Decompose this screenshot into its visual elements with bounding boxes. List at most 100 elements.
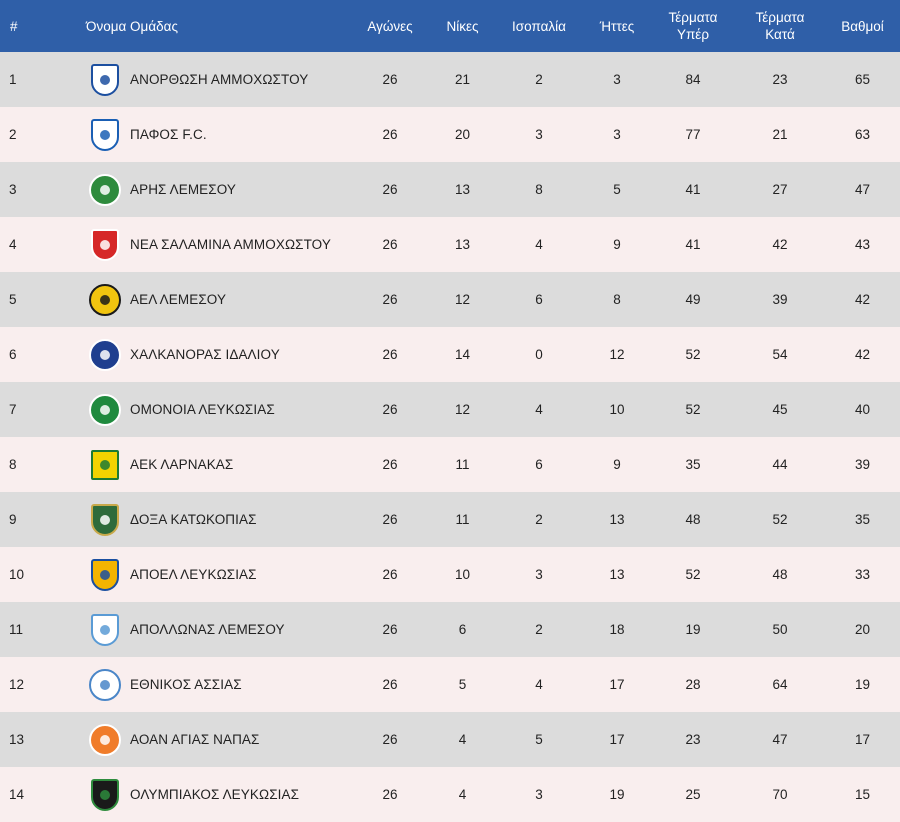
cell-points: 15 [854,787,871,802]
table-row[interactable]: 10 ΑΠΟΕΛ ΛΕΥΚΩΣΙΑΣ 26 10 3 13 52 48 33 [0,547,900,602]
apoel-crest-icon [91,558,119,591]
crest-emblem-icon [100,239,110,250]
table-row[interactable]: 2 ΠΑΦΟΣ F.C. 26 20 3 3 77 21 63 [0,107,900,162]
team-name[interactable]: ΔΟΞΑ ΚΑΤΩΚΟΠΙΑΣ [130,512,257,527]
table-row[interactable]: 9 ΔΟΞΑ ΚΑΤΩΚΟΠΙΑΣ 26 11 2 13 48 52 35 [0,492,900,547]
aris-crest-icon [89,173,121,206]
cell-played: 26 [382,347,398,362]
header-played[interactable]: Αγώνες [367,18,413,34]
team-name[interactable]: ΑΝΟΡΘΩΣΗ ΑΜΜΟΧΩΣΤΟΥ [130,72,309,87]
cell-draws: 5 [535,732,543,747]
cell-wins: 13 [454,237,471,252]
cell-losses: 10 [609,402,625,417]
team-cell[interactable]: ΟΛΥΜΠΙΑΚΟΣ ΛΕΥΚΩΣΙΑΣ [40,767,350,822]
cell-played: 26 [382,402,398,417]
table-row[interactable]: 13 ΑΟΑΝ ΑΓΙΑΣ ΝΑΠΑΣ 26 4 5 17 23 47 17 [0,712,900,767]
team-cell[interactable]: ΕΘΝΙΚΟΣ ΑΣΣΙΑΣ [40,657,350,712]
cell-draws: 4 [535,402,543,417]
crest-emblem-icon [100,789,110,800]
table-row[interactable]: 1 ΑΝΟΡΘΩΣΗ ΑΜΜΟΧΩΣΤΟΥ 26 21 2 3 84 23 65 [0,52,900,107]
team-name[interactable]: ΑΕΛ ΛΕΜΕΣΟΥ [130,292,227,307]
cell-position: 14 [9,787,25,802]
team-logo-wrap [86,776,124,814]
table-row[interactable]: 7 ΟΜΟΝΟΙΑ ΛΕΥΚΩΣΙΑΣ 26 12 4 10 52 45 40 [0,382,900,437]
header-position[interactable]: # [10,18,18,34]
team-name[interactable]: ΟΛΥΜΠΙΑΚΟΣ ΛΕΥΚΩΣΙΑΣ [130,787,300,802]
cell-goals-for: 52 [685,402,701,417]
table-row[interactable]: 11 ΑΠΟΛΛΩΝΑΣ ΛΕΜΕΣΟΥ 26 6 2 18 19 50 20 [0,602,900,657]
cell-goals-against: 39 [772,292,788,307]
crest-emblem-icon [100,679,110,690]
team-cell[interactable]: ΟΜΟΝΟΙΑ ΛΕΥΚΩΣΙΑΣ [40,382,350,437]
table-row[interactable]: 5 ΑΕΛ ΛΕΜΕΣΟΥ 26 12 6 8 49 39 42 [0,272,900,327]
ael-crest-icon [89,283,121,316]
header-team-name[interactable]: Όνομα Ομάδας [86,18,178,34]
header-wins[interactable]: Νίκες [446,18,479,34]
team-cell[interactable]: ΑΕΛ ΛΕΜΕΣΟΥ [40,272,350,327]
team-name[interactable]: ΑΡΗΣ ΛΕΜΕΣΟΥ [130,182,236,197]
table-row[interactable]: 6 ΧΑΛΚΑΝΟΡΑΣ ΙΔΑΛΙΟΥ 26 14 0 12 52 54 42 [0,327,900,382]
header-losses[interactable]: Ήττες [599,18,635,34]
cell-losses: 3 [613,127,621,142]
cell-team: ΕΘΝΙΚΟΣ ΑΣΣΙΑΣ [40,657,350,712]
table-row[interactable]: 4 ΝΕΑ ΣΑΛΑΜΙΝΑ ΑΜΜΟΧΩΣΤΟΥ 26 13 4 9 41 42 43 [0,217,900,272]
table-row[interactable]: 12 ΕΘΝΙΚΟΣ ΑΣΣΙΑΣ 26 5 4 17 28 64 19 [0,657,900,712]
header-draws[interactable]: Ισοπαλία [512,18,566,34]
nea-salamina-crest-icon [91,228,119,261]
cell-goals-for: 52 [685,567,701,582]
cell-points: 35 [854,512,871,527]
team-name[interactable]: ΑΕΚ ΛΑΡΝΑΚΑΣ [130,457,234,472]
table-row[interactable]: 14 ΟΛΥΜΠΙΑΚΟΣ ΛΕΥΚΩΣΙΑΣ 26 4 3 19 25 70 15 [0,767,900,822]
cell-team: ΑΠΟΕΛ ΛΕΥΚΩΣΙΑΣ [40,547,350,602]
cell-position: 2 [9,127,17,142]
cell-points: 20 [854,622,871,637]
team-logo-wrap [86,721,124,759]
table-row[interactable]: 3 ΑΡΗΣ ΛΕΜΕΣΟΥ 26 13 8 5 41 27 47 [0,162,900,217]
team-cell[interactable]: ΧΑΛΚΑΝΟΡΑΣ ΙΔΑΛΙΟΥ [40,327,350,382]
team-cell[interactable]: ΠΑΦΟΣ F.C. [40,107,350,162]
team-cell[interactable]: ΑΠΟΛΛΩΝΑΣ ΛΕΜΕΣΟΥ [40,602,350,657]
team-cell[interactable]: ΑΠΟΕΛ ΛΕΥΚΩΣΙΑΣ [40,547,350,602]
ethnikos-achnas-crest-icon [89,668,121,701]
cell-goals-against: 47 [772,732,788,747]
cell-goals-against: 44 [772,457,788,472]
cell-losses: 9 [613,457,621,472]
team-name[interactable]: ΑΠΟΕΛ ΛΕΥΚΩΣΙΑΣ [130,567,257,582]
team-name[interactable]: ΧΑΛΚΑΝΟΡΑΣ ΙΔΑΛΙΟΥ [130,347,280,362]
team-cell[interactable]: ΑΟΑΝ ΑΓΙΑΣ ΝΑΠΑΣ [40,712,350,767]
team-name[interactable]: ΠΑΦΟΣ F.C. [130,127,207,142]
cell-draws: 2 [535,622,543,637]
team-name[interactable]: ΑΠΟΛΛΩΝΑΣ ΛΕΜΕΣΟΥ [130,622,285,637]
team-name[interactable]: ΟΜΟΝΟΙΑ ΛΕΥΚΩΣΙΑΣ [130,402,275,417]
header-goals-for[interactable]: Τέρματα Υπέρ [651,0,735,52]
doxa-eagle-crest-icon [91,503,119,536]
team-cell[interactable]: ΔΟΞΑ ΚΑΤΩΚΟΠΙΑΣ [40,492,350,547]
team-cell[interactable]: ΑΝΟΡΘΩΣΗ ΑΜΜΟΧΩΣΤΟΥ [40,52,350,107]
team-name[interactable]: ΕΘΝΙΚΟΣ ΑΣΣΙΑΣ [130,677,242,692]
cell-wins: 13 [454,182,471,197]
cell-goals-for: 28 [685,677,701,692]
cell-position: 11 [9,622,24,637]
team-logo-wrap [86,556,124,594]
crest-emblem-icon [100,129,110,140]
team-logo-wrap [86,501,124,539]
header-points[interactable]: Βαθμοί [841,18,884,34]
header-goals-for-line2: Υπέρ [676,27,710,42]
header-goals-against[interactable]: Τέρματα Κατά [735,0,825,52]
cell-losses: 13 [609,512,625,527]
cell-team: ΑΝΟΡΘΩΣΗ ΑΜΜΟΧΩΣΤΟΥ [40,52,350,107]
table-row[interactable]: 8 ΑΕΚ ΛΑΡΝΑΚΑΣ 26 11 6 9 35 44 39 [0,437,900,492]
cell-played: 26 [382,512,398,527]
team-cell[interactable]: ΑΕΚ ΛΑΡΝΑΚΑΣ [40,437,350,492]
crest-emblem-icon [100,294,110,305]
team-cell[interactable]: ΝΕΑ ΣΑΛΑΜΙΝΑ ΑΜΜΟΧΩΣΤΟΥ [40,217,350,272]
team-cell[interactable]: ΑΡΗΣ ΛΕΜΕΣΟΥ [40,162,350,217]
team-name[interactable]: ΝΕΑ ΣΑΛΑΜΙΝΑ ΑΜΜΟΧΩΣΤΟΥ [130,237,331,252]
cell-goals-for: 25 [685,787,701,802]
team-name[interactable]: ΑΟΑΝ ΑΓΙΑΣ ΝΑΠΑΣ [130,732,260,747]
cell-goals-for: 48 [685,512,701,527]
cell-wins: 11 [455,457,470,472]
cell-played: 26 [382,677,398,692]
cell-wins: 11 [455,512,470,527]
